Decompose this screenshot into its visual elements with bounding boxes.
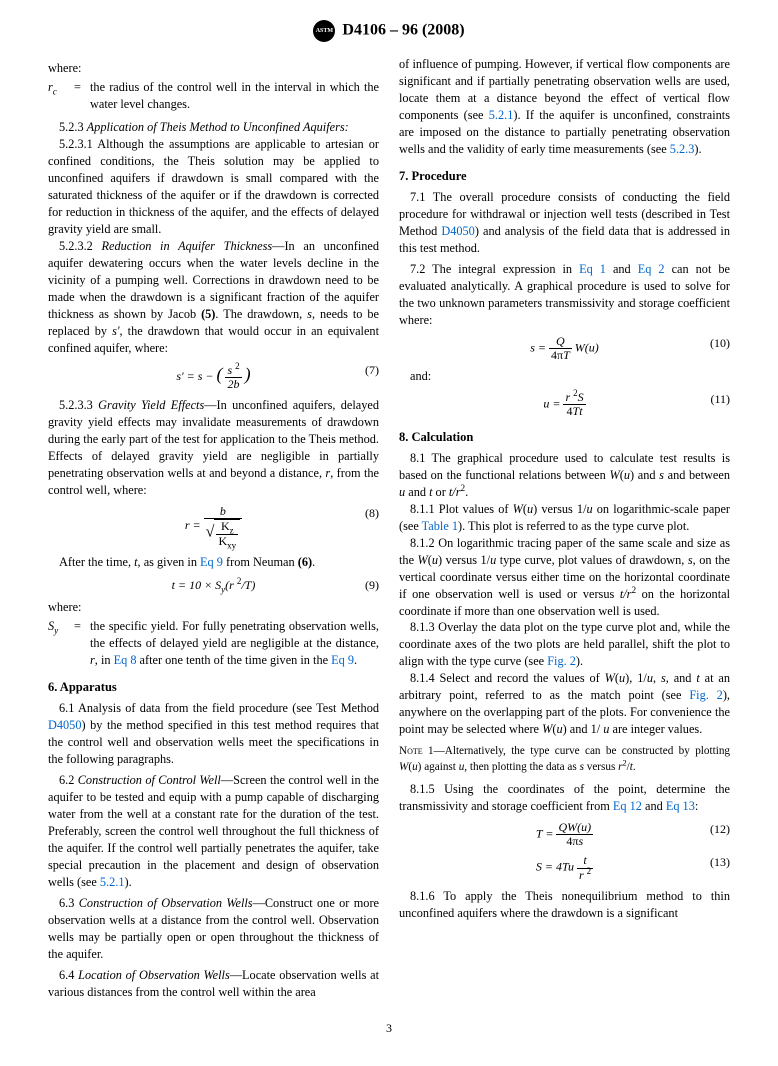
para-8-1-3: 8.1.3 Overlay the data plot on the type … <box>399 619 730 670</box>
para-6-4: 6.4 Location of Observation Wells—Locate… <box>48 967 379 1001</box>
eq9-link-2[interactable]: Eq 9 <box>331 653 354 667</box>
section-7-heading: 7. Procedure <box>399 168 730 185</box>
link-5-2-1[interactable]: 5.2.1 <box>100 875 125 889</box>
eq1-link[interactable]: Eq 1 <box>579 262 606 276</box>
para-5-2-3: 5.2.3 Application of Theis Method to Unc… <box>48 119 379 136</box>
para-6-1: 6.1 Analysis of data from the field proc… <box>48 700 379 768</box>
para-8-1-5: 8.1.5 Using the coordinates of the point… <box>399 781 730 815</box>
eq9-link[interactable]: Eq 9 <box>200 555 223 569</box>
page-header: D4106 – 96 (2008) <box>48 20 730 42</box>
where-item: rc = the radius of the control well in t… <box>48 79 379 113</box>
link-5-2-1-b[interactable]: 5.2.1 <box>489 108 514 122</box>
equation-10: s = Q4πT W(u) (10) <box>399 335 730 362</box>
equation-8: r = b√KzKxy (8) <box>48 505 379 548</box>
para-5-2-3-3: 5.2.3.3 Gravity Yield Effects—In unconfi… <box>48 397 379 499</box>
where-label: where: <box>48 60 379 77</box>
link-5-2-3[interactable]: 5.2.3 <box>670 142 695 156</box>
para-8-1-4: 8.1.4 Select and record the values of W(… <box>399 670 730 738</box>
where-item-2: Sy = the specific yield. For fully penet… <box>48 618 379 669</box>
document-page: D4106 – 96 (2008) where: rc = the radius… <box>0 0 778 1066</box>
eq12-link[interactable]: Eq 12 <box>613 799 642 813</box>
equation-7: s' = s − ( s 22b ) (7) <box>48 362 379 391</box>
section-8-heading: 8. Calculation <box>399 429 730 446</box>
where-definition-2: the specific yield. For fully penetratin… <box>90 618 379 669</box>
and-label: and: <box>399 368 730 385</box>
para-7-1: 7.1 The overall procedure consists of co… <box>399 189 730 257</box>
columns-container: where: rc = the radius of the control we… <box>48 56 730 1001</box>
equation-9: t = 10 × Sy(r 2/T) (9) <box>48 577 379 594</box>
after-time-text: After the time, t, as given in Eq 9 from… <box>48 554 379 571</box>
equation-11: u = r 2S4Tt (11) <box>399 391 730 418</box>
where-symbol: rc <box>48 79 74 113</box>
note-1: Note 1—Alternatively, the type curve can… <box>399 744 730 775</box>
fig2-link-2[interactable]: Fig. 2 <box>689 688 723 702</box>
eq2-link[interactable]: Eq 2 <box>638 262 665 276</box>
para-8-1-6: 8.1.6 To apply the Theis nonequilibrium … <box>399 888 730 922</box>
eq8-link[interactable]: Eq 8 <box>114 653 137 667</box>
fig2-link[interactable]: Fig. 2 <box>547 654 576 668</box>
where-symbol-2: Sy <box>48 618 74 669</box>
table1-link[interactable]: Table 1 <box>422 519 458 533</box>
equation-12: T = QW(u)4πs (12) <box>399 821 730 848</box>
para-cont: of influence of pumping. However, if ver… <box>399 56 730 158</box>
para-5-2-3-1: 5.2.3.1 Although the assumptions are app… <box>48 136 379 238</box>
d4050-link[interactable]: D4050 <box>48 718 81 732</box>
para-8-1-1: 8.1.1 Plot values of W(u) versus 1/u on … <box>399 501 730 535</box>
right-column: of influence of pumping. However, if ver… <box>399 56 730 1001</box>
equation-13: S = 4Tu tr 2 (13) <box>399 854 730 881</box>
para-7-2: 7.2 The integral expression in Eq 1 and … <box>399 261 730 329</box>
designation: D4106 – 96 (2008) <box>342 22 464 39</box>
astm-logo-icon <box>313 20 335 42</box>
para-8-1-2: 8.1.2 On logarithmic tracing paper of th… <box>399 535 730 620</box>
para-8-1: 8.1 The graphical procedure used to calc… <box>399 450 730 501</box>
d4050-link-2[interactable]: D4050 <box>441 224 474 238</box>
page-number: 3 <box>48 1021 730 1036</box>
para-6-3: 6.3 Construction of Observation Wells—Co… <box>48 895 379 963</box>
section-6-heading: 6. Apparatus <box>48 679 379 696</box>
left-column: where: rc = the radius of the control we… <box>48 56 379 1001</box>
where-label-2: where: <box>48 599 379 616</box>
where-definition: the radius of the control well in the in… <box>90 79 379 113</box>
eq13-link[interactable]: Eq 13 <box>666 799 695 813</box>
para-5-2-3-2: 5.2.3.2 Reduction in Aquifer Thickness—I… <box>48 238 379 357</box>
para-6-2: 6.2 Construction of Control Well—Screen … <box>48 772 379 891</box>
